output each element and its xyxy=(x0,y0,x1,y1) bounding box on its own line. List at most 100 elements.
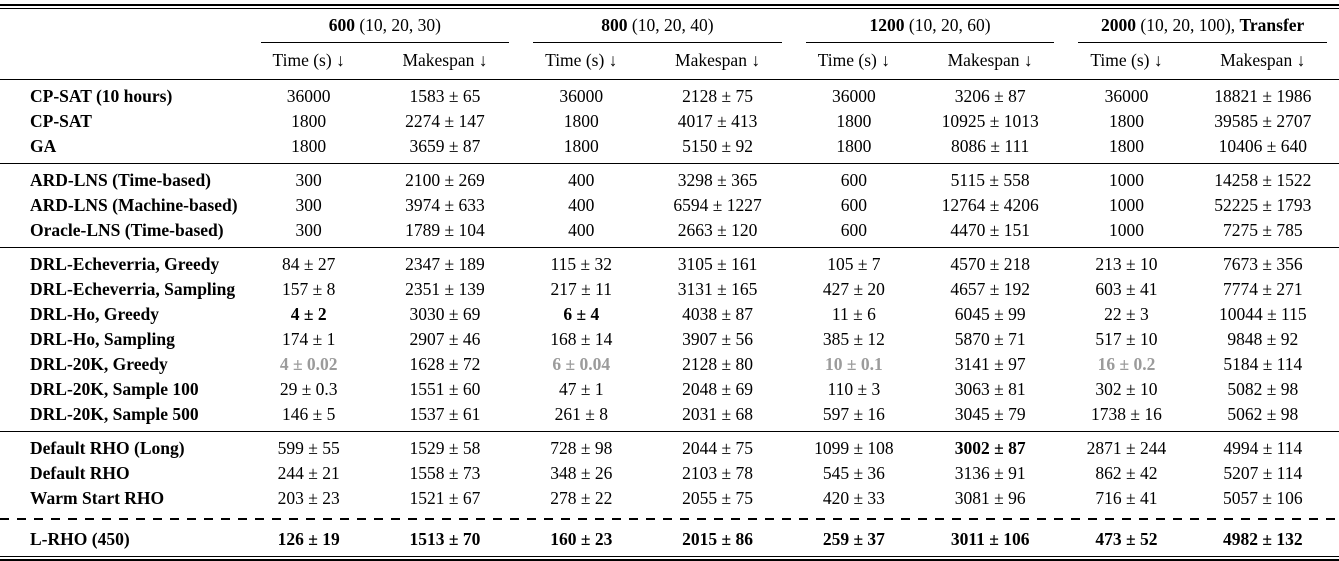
group-size: 800 xyxy=(601,15,628,35)
value-cell: 2347 ± 189 xyxy=(368,247,522,277)
value-cell: 300 xyxy=(295,195,322,215)
row-label: GA xyxy=(30,136,57,156)
group-params: (10, 20, 30) xyxy=(354,15,441,35)
value-cell: 10044 ± 115 xyxy=(1218,304,1307,324)
value-cell: 36000 xyxy=(286,86,331,106)
table-section: L-RHO (450) 126 ± 19 1513 ± 70 160 ± 23 2015… xyxy=(0,523,1339,556)
value-cell: 36000 xyxy=(559,86,604,106)
value-cell: 2128 ± 75 xyxy=(682,86,753,106)
value-cell: 473 ± 52 xyxy=(1095,528,1158,549)
value-cell: 3659 ± 87 xyxy=(409,136,481,156)
group-params: (10, 20, 60) xyxy=(904,15,991,35)
value-cell: 2351 ± 139 xyxy=(405,279,485,299)
col-header-makespan: Makespan ↓ xyxy=(914,43,1067,80)
value-cell: 600 xyxy=(793,163,914,193)
value-cell: 3206 ± 87 xyxy=(954,86,1026,106)
value-cell: 1000 xyxy=(1108,220,1144,240)
value-cell: 115 ± 32 xyxy=(521,247,642,277)
value-cell: 4657 ± 192 xyxy=(950,279,1030,299)
group-size: 600 xyxy=(328,15,355,35)
value-cell: 5062 ± 98 xyxy=(1227,404,1299,424)
value-cell: 400 xyxy=(568,220,595,240)
value-cell: 302 ± 10 xyxy=(1095,379,1158,399)
value-cell: 6 ± 4 xyxy=(563,304,600,324)
value-cell: 3298 ± 365 xyxy=(641,163,794,193)
value-cell: 1000 xyxy=(1108,195,1144,215)
group-params: (10, 20, 100), xyxy=(1136,15,1240,35)
table-row: DRL-20K, Greedy 4 ± 0.02 1628 ± 72 6 ± 0.04… xyxy=(0,352,1339,377)
value-cell: 6 ± 0.04 xyxy=(552,354,611,374)
value-cell: 84 ± 27 xyxy=(248,247,369,277)
row-label: ARD-LNS (Machine-based) xyxy=(30,195,238,215)
value-cell: 47 ± 1 xyxy=(558,379,604,399)
value-cell: 126 ± 19 xyxy=(277,528,340,549)
col-header-makespan: Makespan ↓ xyxy=(641,43,794,80)
value-cell: 105 ± 7 xyxy=(793,247,914,277)
value-cell: 4994 ± 114 xyxy=(1186,431,1339,461)
dashed-separator xyxy=(0,515,1339,523)
value-cell: 5184 ± 114 xyxy=(1223,354,1303,374)
value-cell: 2663 ± 120 xyxy=(677,220,758,240)
value-cell: 597 ± 16 xyxy=(822,404,885,424)
group-suffix: Transfer xyxy=(1239,15,1305,35)
value-cell: 545 ± 36 xyxy=(822,463,885,483)
row-label: Default RHO xyxy=(30,463,130,483)
value-cell: 1537 ± 61 xyxy=(409,404,481,424)
value-cell: 600 xyxy=(840,195,867,215)
value-cell: 11 ± 6 xyxy=(831,304,876,324)
value-cell: 4038 ± 87 xyxy=(682,304,753,324)
value-cell: 385 ± 12 xyxy=(822,329,885,349)
value-cell: 2048 ± 69 xyxy=(682,379,753,399)
table-section: ARD-LNS (Time-based) 300 2100 ± 269 400 3298… xyxy=(0,163,1339,248)
value-cell: 244 ± 21 xyxy=(277,463,340,483)
value-cell: 8086 ± 111 xyxy=(951,136,1030,156)
value-cell: 22 ± 3 xyxy=(1104,304,1149,324)
value-cell: 213 ± 10 xyxy=(1066,247,1187,277)
value-cell: 400 xyxy=(521,163,642,193)
value-cell: 3063 ± 81 xyxy=(954,379,1026,399)
value-cell: 6594 ± 1227 xyxy=(673,195,762,215)
value-cell: 300 xyxy=(248,163,369,193)
value-cell: 259 ± 37 xyxy=(822,528,885,549)
value-cell: 5870 ± 71 xyxy=(954,329,1026,349)
value-cell: 300 xyxy=(295,220,322,240)
row-label: DRL-Ho, Greedy xyxy=(30,304,159,324)
value-cell: 18821 ± 1986 xyxy=(1214,86,1312,106)
value-cell: 4 ± 0.02 xyxy=(279,354,338,374)
value-cell: 203 ± 23 xyxy=(277,488,340,508)
value-cell: 5207 ± 114 xyxy=(1223,463,1303,483)
value-cell: 1628 ± 72 xyxy=(409,354,481,374)
row-label: DRL-20K, Greedy xyxy=(30,354,168,374)
value-cell: 3030 ± 69 xyxy=(409,304,481,324)
table-section: DRL-Echeverria, Greedy 84 ± 27 2347 ± 189 1… xyxy=(0,247,1339,432)
row-label: DRL-Echeverria, Greedy xyxy=(0,247,249,277)
col-header-time: Time (s) ↓ xyxy=(521,43,642,80)
group-header-800: 800 (10, 20, 40) xyxy=(521,9,794,43)
value-cell: 3002 ± 87 xyxy=(914,431,1067,461)
col-header-makespan: Makespan ↓ xyxy=(1186,43,1339,80)
value-cell: 2871 ± 244 xyxy=(1066,431,1187,461)
value-cell: 10 ± 0.1 xyxy=(825,354,883,374)
value-cell: 2044 ± 75 xyxy=(641,431,794,461)
value-cell: 174 ± 1 xyxy=(282,329,336,349)
row-label: L-RHO (450) xyxy=(30,528,130,549)
value-cell: 2907 ± 46 xyxy=(409,329,481,349)
row-label: ARD-LNS (Time-based) xyxy=(0,163,249,193)
table-top-rule xyxy=(0,4,1339,9)
value-cell: 348 ± 26 xyxy=(550,463,613,483)
value-cell: 1000 xyxy=(1066,163,1187,193)
table-row: DRL-Echeverria, Sampling 157 ± 8 2351 ± 13… xyxy=(0,277,1339,302)
value-cell: 3131 ± 165 xyxy=(677,279,758,299)
value-cell: 2100 ± 269 xyxy=(368,163,522,193)
value-cell: 2015 ± 86 xyxy=(682,528,753,549)
group-header-label: 600 (10, 20, 30) xyxy=(260,13,510,43)
value-cell: 9848 ± 92 xyxy=(1227,329,1299,349)
table-row: DRL-20K, Sample 100 29 ± 0.3 1551 ± 60 47 ±… xyxy=(0,377,1339,402)
value-cell: 1800 xyxy=(836,111,872,131)
table-row: Default RHO 244 ± 21 1558 ± 73 348 ± 26 2103… xyxy=(0,461,1339,486)
value-cell: 1529 ± 58 xyxy=(368,431,522,461)
group-header-1200: 1200 (10, 20, 60) xyxy=(794,9,1067,43)
value-cell: 4 ± 2 xyxy=(290,304,327,324)
table-row: ARD-LNS (Machine-based) 300 3974 ± 633 400 6… xyxy=(0,193,1339,218)
col-header-makespan: Makespan ↓ xyxy=(368,43,522,80)
